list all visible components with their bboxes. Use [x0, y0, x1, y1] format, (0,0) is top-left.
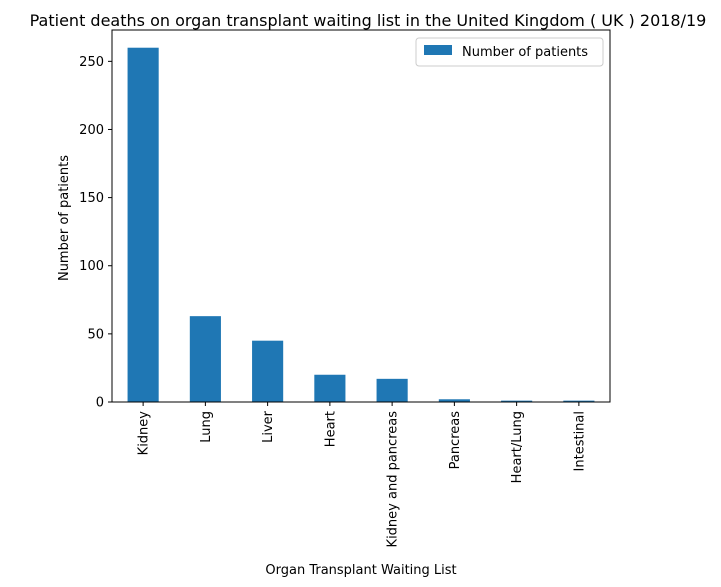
legend-box: [415, 37, 604, 67]
legend-label: Number of patients: [462, 45, 588, 60]
y-axis-label: Number of patients: [57, 155, 72, 281]
x-tick-label: Kidney: [137, 411, 152, 456]
bar-heart-lung: [501, 400, 533, 402]
bar-kidney: [127, 47, 159, 402]
y-tick-label: 250: [79, 55, 104, 70]
x-tick-label: Intestinal: [572, 411, 587, 471]
bar-intestinal: [563, 400, 595, 402]
y-tick-label: 0: [96, 396, 104, 411]
x-tick-label: Kidney and pancreas: [386, 411, 401, 548]
legend-swatch: [424, 45, 452, 55]
bar-lung: [189, 316, 221, 402]
x-tick-label: Heart/Lung: [510, 411, 525, 483]
bar-kidney-and-pancreas: [376, 378, 408, 402]
x-tick-label: Liver: [261, 410, 276, 443]
x-axis-label: Organ Transplant Waiting List: [265, 563, 456, 578]
y-tick-label: 50: [87, 327, 104, 342]
x-axis: Kidney Lung Liver Heart Kidney and pancreas P…: [137, 402, 587, 548]
y-tick-label: 150: [79, 191, 104, 206]
legend: Number of patients: [415, 37, 604, 67]
chart-title: Patient deaths on organ transplant waiti…: [30, 11, 707, 30]
bars-group: [127, 47, 595, 402]
x-tick-label: Pancreas: [448, 411, 463, 470]
x-tick-label: Lung: [199, 411, 214, 443]
y-tick-label: 100: [79, 259, 104, 274]
x-tick-label: Heart: [323, 411, 338, 447]
bar-pancreas: [438, 399, 470, 402]
plot-frame: [111, 29, 611, 403]
y-axis: 0 50 100 150 200 250: [79, 55, 112, 411]
y-tick-label: 200: [79, 123, 104, 138]
bar-liver: [252, 340, 284, 402]
bar-heart: [314, 374, 346, 402]
